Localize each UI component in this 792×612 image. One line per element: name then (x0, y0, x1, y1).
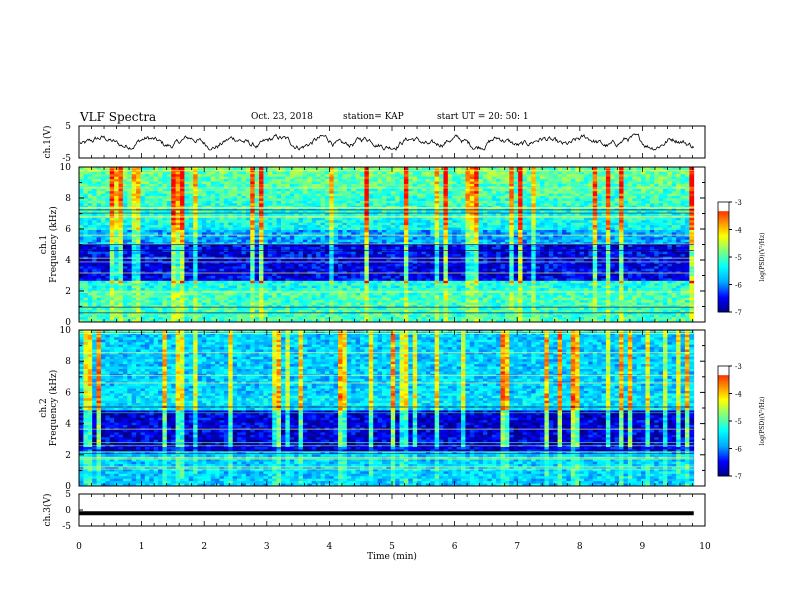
colorbar-tick-label: -4 (735, 227, 742, 235)
ch3-ytick-label: 5 (65, 490, 71, 500)
ch3-waveform-panel: 5 0 -5 ch.3(V) (42, 490, 706, 532)
freq-ytick-label: 2 (65, 287, 71, 297)
colorbar-label: log(PSD)(V²/Hz) (759, 397, 766, 446)
start-time-label: start UT = 20: 50: 1 (437, 112, 529, 122)
ch1-ytick-label: -5 (62, 154, 71, 164)
colorbar-tick-label: -7 (735, 309, 742, 317)
date-label: Oct. 23, 2018 (251, 112, 313, 122)
colorbar-tick-label: -3 (735, 199, 742, 207)
time-tick-label: 8 (577, 542, 583, 552)
time-tick-label: 0 (76, 542, 82, 552)
time-tick-label: 3 (264, 542, 270, 552)
freq-ytick-label: 6 (65, 225, 71, 235)
freq-ytick-label: 2 (65, 451, 71, 461)
time-axis: 0 1 2 3 4 5 6 7 8 9 10 Time (min) (76, 542, 711, 562)
ch1-ylabel: ch.1(V) (42, 126, 53, 159)
freq-ytick-label: 4 (65, 420, 71, 430)
spectrogram-ylabel-frequency: Frequency (kHz) (48, 206, 59, 283)
time-tick-label: 7 (514, 542, 520, 552)
ch3-ytick-label: 0 (65, 506, 71, 516)
time-tick-label: 6 (452, 542, 458, 552)
ch1-colorbar: -3 -4 -5 -6 -7 log(PSD)(V²/Hz) (717, 199, 766, 317)
colorbar-tick-label: -3 (735, 363, 742, 371)
freq-ytick-label: 10 (60, 326, 72, 336)
spectrogram-ylabel-channel: ch.1 (39, 235, 49, 254)
colorbar-tick-label: -7 (735, 473, 742, 481)
time-tick-label: 5 (389, 542, 395, 552)
colorbar-tick-label: -6 (735, 282, 742, 290)
time-tick-label: 4 (327, 542, 333, 552)
freq-ytick-label: 6 (65, 388, 71, 398)
colorbar-label: log(PSD)(V²/Hz) (759, 233, 766, 282)
time-tick-label: 2 (201, 542, 207, 552)
spec2-cells (79, 330, 695, 487)
ch2-spectrogram-panel: 0 2 4 6 8 10 ch.2 Frequency (kHz) (39, 326, 706, 492)
time-axis-label: Time (min) (367, 551, 417, 562)
freq-ytick-label: 4 (65, 256, 71, 266)
colorbar-tick-label: -5 (735, 254, 742, 262)
ch1-waveform-panel: 5 -5 ch.1(V) (42, 122, 706, 164)
spectrogram-ylabel-frequency: Frequency (kHz) (48, 370, 59, 447)
ch2-colorbar: -3 -4 -5 -6 -7 log(PSD)(V²/Hz) (717, 363, 766, 481)
time-tick-label: 10 (699, 542, 711, 552)
freq-ytick-label: 10 (60, 163, 72, 173)
freq-ytick-label: 8 (65, 194, 71, 204)
colorbar-tick-label: -5 (735, 418, 742, 426)
ch1-ytick-label: 5 (65, 122, 71, 132)
ch1-spectrogram-panel: 0 2 4 6 8 10 ch.1 Frequency (kHz) (39, 163, 706, 328)
ch3-frame (78, 493, 706, 527)
colorbar-tick-label: -6 (735, 446, 742, 454)
ch1-trace (79, 133, 694, 151)
time-tick-label: 9 (640, 542, 646, 552)
freq-ytick-label: 0 (65, 482, 71, 492)
spectrogram-ylabel-channel: ch.2 (39, 398, 49, 417)
freq-ytick-label: 0 (65, 318, 71, 328)
freq-ytick-label: 8 (65, 357, 71, 367)
time-tick-label: 1 (139, 542, 145, 552)
ch3-ylabel: ch.3(V) (42, 494, 53, 527)
figure-title: VLF Spectra (80, 110, 157, 124)
station-label: station= KAP (343, 112, 404, 122)
colorbar-tick-label: -4 (735, 391, 742, 399)
ch3-ytick-label: -5 (62, 522, 71, 532)
